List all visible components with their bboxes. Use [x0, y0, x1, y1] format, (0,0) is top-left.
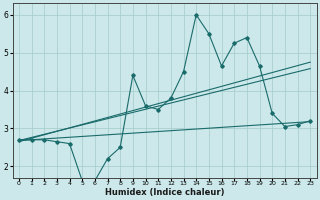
X-axis label: Humidex (Indice chaleur): Humidex (Indice chaleur)	[105, 188, 224, 197]
